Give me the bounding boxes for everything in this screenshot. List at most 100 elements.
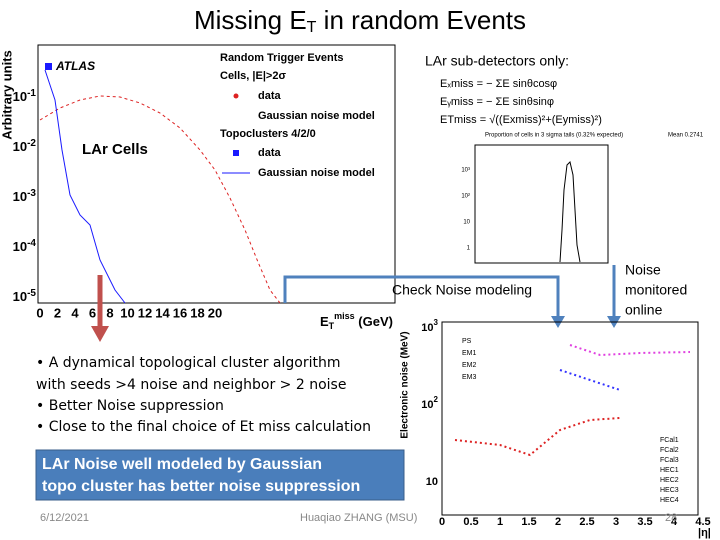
formula: Eᵧmiss = − ΣE sinθsinφ	[440, 96, 554, 108]
legend-em: PS EM1 EM2 EM3	[462, 338, 477, 381]
legend-entry: HEC4	[660, 497, 679, 504]
bullet: • Close to the final choice of Et miss c…	[36, 419, 371, 435]
legend-entry: FCal2	[660, 447, 679, 454]
y-ticks: 10-110-210-310-410-5	[13, 88, 37, 305]
x-ticks: 0 0.5 1 1.5 2 2.5 3 3.5 4 4.5	[439, 516, 711, 528]
x-tick-label: 2	[54, 305, 61, 320]
x-tick-label: 3.5	[637, 516, 652, 528]
blue-arrow	[283, 275, 560, 318]
tick-exponent: -4	[27, 238, 36, 249]
y-tick-label: 10-3	[13, 188, 37, 205]
x-axis-label: ETmiss (GeV)	[320, 311, 393, 331]
tick-base: 10	[421, 322, 433, 334]
callout-noise: Noise	[625, 262, 661, 278]
hist-y-tick: 10³	[461, 168, 470, 174]
hist-frame	[474, 144, 609, 264]
footer-author: Huaqiao ZHANG (MSU)	[300, 512, 417, 524]
legend-heading: Random Trigger Events	[220, 52, 343, 64]
x-tick-label: 20	[208, 305, 222, 320]
x-tick-label: 8	[106, 305, 113, 320]
hist-y-tick: 10	[463, 220, 470, 226]
had-noise-trend	[569, 344, 691, 357]
hist-mean: Mean 0.2741	[668, 133, 704, 139]
x-tick-label: 1	[497, 516, 503, 528]
hist-caption: Proportion of cells in 3 sigma tails (0.…	[485, 133, 623, 139]
legend-entry: data	[258, 147, 282, 159]
tick-base: 10	[421, 399, 433, 411]
tick-base: 10	[13, 89, 27, 104]
tick-base: 10	[13, 139, 27, 154]
x-tick-label: 3	[613, 516, 619, 528]
y-tick-label: 10	[426, 476, 438, 488]
bullet: • A dynamical topological cluster algori…	[36, 355, 341, 371]
summary-text: LAr Noise well modeled by Gaussian	[42, 456, 322, 473]
tick-exponent: -3	[27, 188, 36, 199]
x-ticks: 0 2 4 6 8 10 12 14 16 18 20	[36, 305, 222, 320]
hist-shape	[559, 161, 581, 263]
slide-title: Missing ET in random Events	[194, 5, 526, 36]
y-axis-label: Arbitrary units	[0, 50, 14, 140]
y-tick-label: 10-4	[13, 238, 37, 255]
y-tick-label: 10-1	[13, 88, 37, 105]
x-tick-label: 0.5	[463, 516, 478, 528]
summary-box	[35, 449, 405, 501]
x-tick-label: 16	[173, 305, 187, 320]
legend-entry: data	[258, 90, 282, 102]
plot-frame	[37, 44, 396, 304]
em-noise-trend	[559, 369, 621, 391]
tick-base: 10	[13, 239, 27, 254]
bullet: with seeds >4 noise and neighbor > 2 noi…	[36, 377, 346, 393]
hist-y-tick: 1	[467, 246, 471, 252]
atlas-marker	[45, 63, 52, 70]
x-tick-label: 4	[671, 516, 678, 528]
x-tick-label: 6	[89, 305, 96, 320]
y-axis-label: Electronic noise (MeV)	[400, 331, 411, 438]
em-noise-trend	[454, 417, 621, 457]
topo-distribution	[44, 69, 126, 304]
footer-date: 6/12/2021	[40, 512, 89, 524]
bullet: • Better Noise suppression	[36, 398, 224, 414]
x-tick-label: 0	[439, 516, 445, 528]
footer-page: 28	[665, 512, 677, 524]
tick-exponent: -1	[27, 88, 36, 99]
legend-entry: FCal3	[660, 457, 679, 464]
legend-cells: Cells, |E|>2σ	[220, 70, 286, 82]
x-tick-label: 1.5	[521, 516, 536, 528]
summary-text: topo cluster has better noise suppressio…	[42, 478, 360, 495]
legend-entry: HEC2	[660, 477, 679, 484]
callout-noise: monitored	[625, 282, 687, 298]
plot-frame	[441, 321, 699, 516]
cells-label: LAr Cells	[82, 141, 148, 158]
legend-entry: PS	[462, 338, 472, 345]
tick-exponent: 2	[434, 395, 439, 404]
tick-base: 10	[13, 189, 27, 204]
formula: Eₓmiss = − ΣE sinθcosφ	[440, 78, 557, 90]
y-tick-label: 102	[421, 395, 438, 411]
legend-had: FCal1 FCal2 FCal3 HEC1 HEC2 HEC3 HEC4	[660, 437, 679, 504]
x-tick-label: 14	[155, 305, 170, 320]
legend-entry: HEC1	[660, 467, 679, 474]
legend-marker	[233, 150, 239, 156]
tick-exponent: -2	[27, 138, 36, 149]
y-tick-label: 10-5	[13, 288, 37, 305]
legend-topo: Topoclusters 4/2/0	[220, 128, 316, 140]
tick-base: 10	[13, 289, 27, 304]
tick-exponent: 3	[434, 318, 439, 327]
subdetector-heading: LAr sub-detectors only:	[425, 53, 569, 69]
legend-entry: EM2	[462, 362, 477, 369]
x-tick-label: 0	[36, 305, 43, 320]
formula: ETmiss = √((Exmiss)²+(Eymiss)²)	[440, 114, 602, 126]
legend-entry: HEC3	[660, 487, 679, 494]
legend-entry: EM3	[462, 374, 477, 381]
x-tick-label: 2.5	[579, 516, 594, 528]
y-tick-label: 10-2	[13, 138, 37, 155]
y-tick-label: 103	[421, 318, 438, 334]
hist-y-tick: 10²	[461, 194, 470, 200]
x-tick-label: 12	[138, 305, 152, 320]
x-axis-label: |η|	[698, 527, 711, 539]
legend-entry: Gaussian noise model	[258, 167, 375, 179]
